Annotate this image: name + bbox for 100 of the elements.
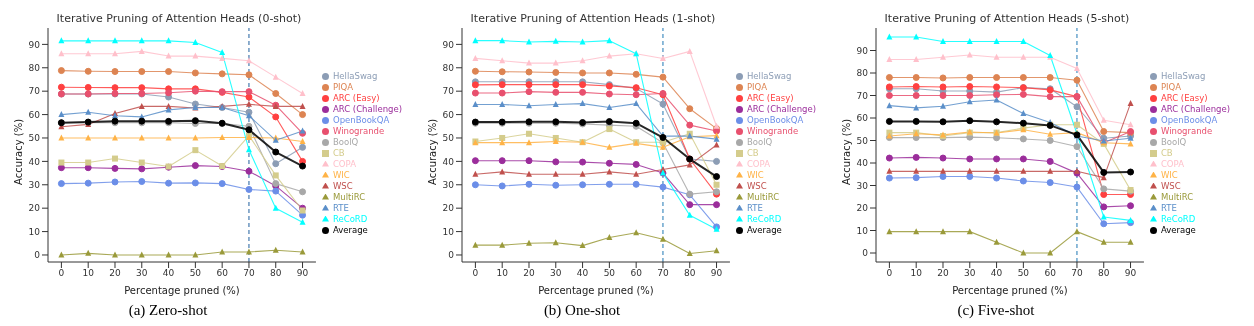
legend-label: ReCoRD bbox=[746, 213, 782, 224]
y-axis-title: Accuracy (%) bbox=[426, 118, 438, 185]
x-tick-label: 0 bbox=[472, 268, 479, 279]
legend-label: WIC bbox=[332, 169, 350, 180]
x-axis-title: Percentage pruned (%) bbox=[952, 285, 1068, 296]
legend-label: BoolQ bbox=[332, 136, 359, 147]
legend-label: ARC (Challenge) bbox=[332, 103, 402, 114]
x-tick-label: 90 bbox=[710, 268, 723, 279]
chart-title: Iterative Pruning of Attention Heads (5-shot) bbox=[883, 12, 1131, 25]
y-tick-label: 50 bbox=[856, 135, 869, 146]
legend-label: Winogrande bbox=[1160, 125, 1213, 136]
y-tick-label: 50 bbox=[442, 133, 455, 144]
legend-label: OpenBookQA bbox=[332, 114, 390, 125]
x-tick-label: 70 bbox=[1071, 268, 1083, 279]
y-tick-label: 20 bbox=[856, 203, 869, 214]
legend-label: COPA bbox=[1160, 158, 1184, 169]
legend-label: HellaSwag bbox=[1160, 70, 1206, 81]
legend-label: Average bbox=[746, 224, 782, 235]
x-tick-label: 90 bbox=[1124, 268, 1137, 279]
y-tick-label: 30 bbox=[28, 179, 41, 190]
y-tick-label: 40 bbox=[28, 156, 41, 167]
y-tick-label: 70 bbox=[856, 90, 869, 101]
y-tick-label: 10 bbox=[442, 226, 455, 237]
y-axis-title: Accuracy (%) bbox=[12, 118, 24, 185]
x-tick-label: 30 bbox=[550, 268, 562, 279]
legend-label: ARC (Easy) bbox=[332, 92, 380, 103]
y-tick-label: 70 bbox=[28, 86, 41, 97]
y-tick-label: 60 bbox=[856, 113, 869, 124]
legend-label: WIC bbox=[1160, 169, 1178, 180]
legend-label: MultiRC bbox=[746, 191, 780, 202]
y-tick-label: 80 bbox=[28, 62, 41, 73]
x-tick-label: 40 bbox=[162, 268, 175, 279]
legend-label: ARC (Challenge) bbox=[746, 103, 816, 114]
x-tick-label: 70 bbox=[243, 268, 255, 279]
x-axis-title: Percentage pruned (%) bbox=[124, 285, 240, 296]
y-tick-label: 0 bbox=[448, 250, 455, 261]
legend-label: WSC bbox=[332, 180, 353, 191]
y-tick-label: 10 bbox=[28, 226, 41, 237]
x-tick-label: 90 bbox=[296, 268, 309, 279]
legend-label: PIQA bbox=[746, 81, 768, 92]
chart-title: Iterative Pruning of Attention Heads (0-shot) bbox=[55, 12, 303, 25]
legend-label: WIC bbox=[746, 169, 764, 180]
x-tick-label: 30 bbox=[136, 268, 148, 279]
y-tick-label: 90 bbox=[28, 39, 41, 50]
x-tick-label: 10 bbox=[496, 268, 509, 279]
x-tick-label: 20 bbox=[937, 268, 949, 279]
legend-label: Winogrande bbox=[332, 125, 385, 136]
y-tick-label: 60 bbox=[28, 109, 41, 120]
x-tick-label: 10 bbox=[910, 268, 923, 279]
y-tick-label: 80 bbox=[856, 68, 869, 79]
y-tick-label: 40 bbox=[442, 156, 455, 167]
x-tick-label: 0 bbox=[886, 268, 893, 279]
legend-label: ReCoRD bbox=[332, 213, 368, 224]
y-tick-label: 50 bbox=[28, 133, 41, 144]
legend-label: Average bbox=[332, 224, 368, 235]
legend-label: CB bbox=[1160, 147, 1173, 158]
y-tick-label: 0 bbox=[862, 248, 869, 259]
y-tick-label: 30 bbox=[856, 180, 869, 191]
legend-label: ARC (Easy) bbox=[746, 92, 794, 103]
legend-label: COPA bbox=[746, 158, 770, 169]
x-tick-label: 40 bbox=[990, 268, 1003, 279]
legend-label: RTE bbox=[746, 202, 763, 213]
x-tick-label: 80 bbox=[270, 268, 282, 279]
legend-label: OpenBookQA bbox=[1160, 114, 1218, 125]
legend-label: HellaSwag bbox=[746, 70, 792, 81]
x-tick-label: 30 bbox=[964, 268, 976, 279]
x-tick-label: 10 bbox=[82, 268, 95, 279]
legend-label: ARC (Easy) bbox=[1160, 92, 1208, 103]
legend-label: BoolQ bbox=[746, 136, 773, 147]
x-tick-label: 20 bbox=[109, 268, 121, 279]
chart-title: Iterative Pruning of Attention Heads (1-shot) bbox=[469, 12, 717, 25]
x-axis-title: Percentage pruned (%) bbox=[538, 285, 654, 296]
x-tick-label: 40 bbox=[576, 268, 589, 279]
legend-label: CB bbox=[332, 147, 345, 158]
legend-label: MultiRC bbox=[332, 191, 366, 202]
x-tick-label: 50 bbox=[603, 268, 616, 279]
legend-label: Winogrande bbox=[746, 125, 799, 136]
y-tick-label: 90 bbox=[856, 45, 869, 56]
x-tick-label: 80 bbox=[684, 268, 696, 279]
legend-label: CB bbox=[746, 147, 759, 158]
legend-label: Average bbox=[1160, 224, 1196, 235]
y-tick-label: 10 bbox=[856, 225, 869, 236]
x-tick-label: 50 bbox=[1017, 268, 1030, 279]
y-tick-label: 80 bbox=[442, 62, 455, 73]
legend-label: BoolQ bbox=[1160, 136, 1187, 147]
text: (a) Zero-shot bbox=[127, 302, 209, 319]
x-tick-label: 70 bbox=[657, 268, 669, 279]
y-tick-label: 30 bbox=[442, 179, 455, 190]
legend-label: PIQA bbox=[1160, 81, 1182, 92]
y-tick-label: 20 bbox=[28, 203, 41, 214]
x-tick-label: 60 bbox=[630, 268, 643, 279]
legend-label: WSC bbox=[746, 180, 767, 191]
x-tick-label: 80 bbox=[1098, 268, 1110, 279]
legend-label: PIQA bbox=[332, 81, 354, 92]
y-tick-label: 40 bbox=[856, 158, 869, 169]
text: (b) One-shot bbox=[542, 302, 622, 319]
y-tick-label: 60 bbox=[442, 109, 455, 120]
x-tick-label: 60 bbox=[1044, 268, 1057, 279]
x-tick-label: 20 bbox=[523, 268, 535, 279]
x-tick-label: 60 bbox=[216, 268, 229, 279]
